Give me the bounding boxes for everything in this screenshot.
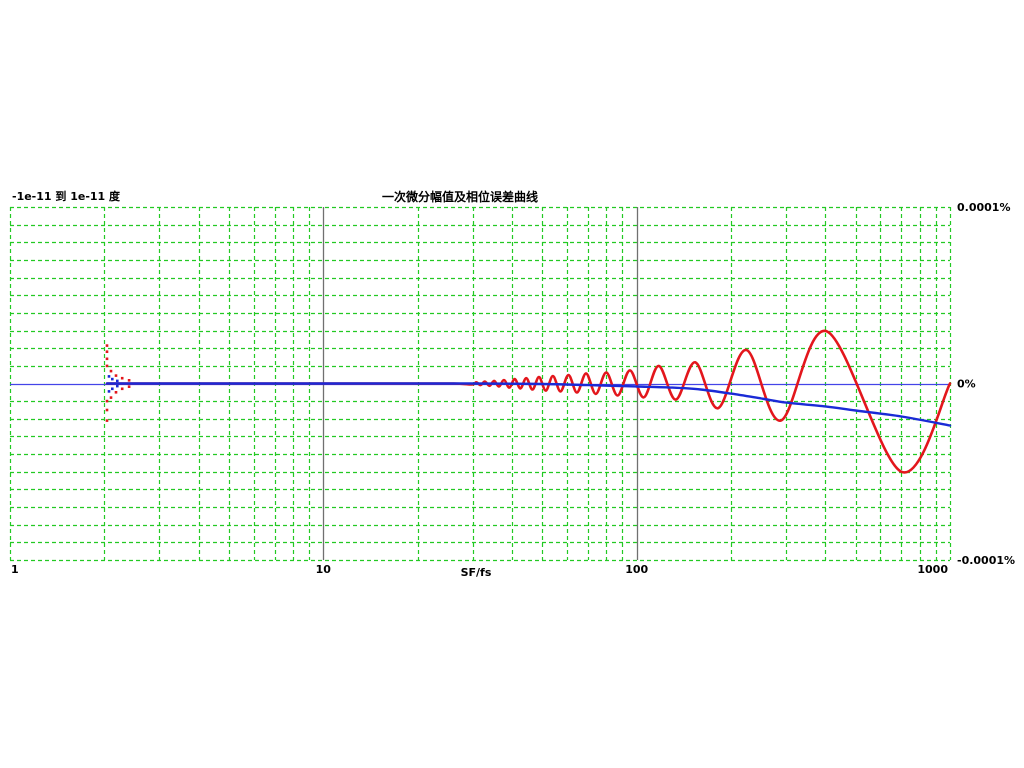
scatter-point [120,376,124,380]
scatter-point [127,385,131,388]
scatter-point [116,384,119,388]
scatter-point [111,377,114,381]
x-tick-label: 100 [625,563,648,576]
x-tick-label: 10 [316,563,332,576]
scatter-point [105,357,109,361]
scatter-point [105,364,109,368]
scatter-point [116,379,119,383]
scatter-point [105,350,109,353]
x-axis-label: SF/fs [460,566,492,579]
scatter-point [107,390,111,393]
scatter-point [114,374,118,377]
scatter-point [114,391,118,394]
series-line-2 [105,382,952,427]
x-tick-label: 1 [11,563,19,576]
scatter-point [127,379,131,382]
y-tick-label: 0% [957,378,976,391]
scatter-point [105,344,109,347]
x-tick-label: 1000 [917,563,948,576]
scatter-point [105,399,109,403]
y-tick-label: 0.0001% [957,201,1010,214]
scatter-point [105,408,109,412]
scatter-point [111,387,114,391]
chart-title: 一次微分幅值及相位误差曲线 [381,190,538,204]
scatter-point [107,375,111,378]
scatter-point [109,369,113,373]
chart-range-note: -1e-11 到 1e-11 度 [12,190,121,203]
scatter-point [109,396,113,399]
scatter-point [120,387,124,391]
scatter-point [105,419,109,422]
y-tick-label: -0.0001% [957,554,1015,567]
